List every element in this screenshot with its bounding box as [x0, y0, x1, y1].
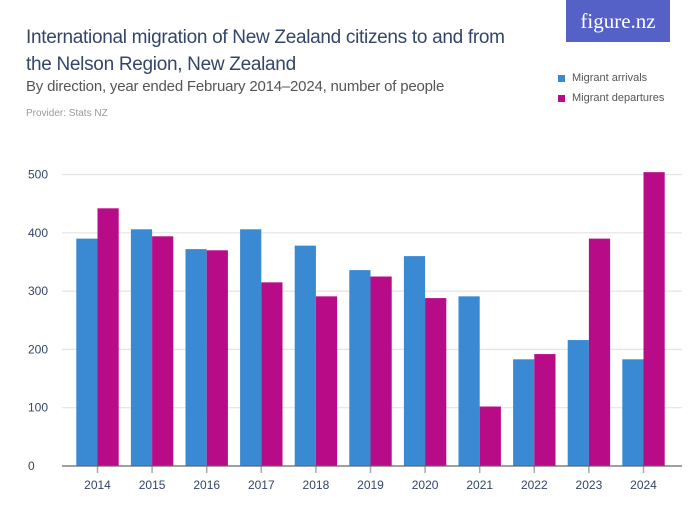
bar-departures-2018 — [315, 296, 338, 466]
x-tick-label: 2024 — [630, 478, 657, 492]
legend-swatch-departures — [558, 94, 565, 102]
provider-label: Provider: Stats NZ — [26, 108, 108, 119]
x-tick-label: 2017 — [248, 478, 275, 492]
x-tick-label: 2022 — [521, 478, 548, 492]
figure-nz-logo[interactable]: figure.nz — [566, 0, 670, 42]
x-tick-label: 2016 — [193, 478, 220, 492]
legend-label-departures: Migrant departures — [572, 92, 665, 104]
x-tick-label: 2023 — [576, 478, 603, 492]
bar-departures-2016 — [206, 250, 228, 466]
bar-arrivals-2022 — [513, 359, 535, 466]
bar-arrivals-2018 — [294, 245, 316, 466]
bar-arrivals-2015 — [130, 229, 153, 466]
x-tick-label: 2015 — [139, 478, 166, 492]
legend-item-departures: Migrant departures — [558, 88, 664, 108]
x-tick-label: 2014 — [84, 478, 111, 492]
bar-arrivals-2014 — [76, 238, 98, 466]
bar-departures-2022 — [534, 354, 556, 466]
legend-swatch-arrivals — [558, 74, 565, 82]
bar-arrivals-2017 — [240, 229, 262, 466]
y-tick-label: 400 — [28, 226, 48, 240]
bar-departures-2021 — [479, 406, 501, 466]
bar-arrivals-2019 — [349, 270, 371, 466]
bar-departures-2020 — [425, 298, 447, 466]
bar-arrivals-2024 — [622, 359, 644, 466]
bar-departures-2017 — [261, 282, 283, 466]
chart-subtitle: By direction, year ended February 2014–2… — [26, 78, 445, 95]
x-tick-label: 2020 — [412, 478, 439, 492]
bar-arrivals-2021 — [458, 296, 480, 466]
bar-departures-2024 — [643, 172, 665, 466]
y-tick-label: 200 — [28, 342, 48, 356]
bar-departures-2014 — [97, 208, 119, 466]
chart-title: International migration of New Zealand c… — [26, 27, 505, 75]
legend-label-arrivals: Migrant arrivals — [572, 72, 648, 84]
y-tick-label: 0 — [28, 459, 35, 473]
y-tick-label: 300 — [28, 284, 48, 298]
x-tick-label: 2021 — [466, 478, 493, 492]
bar-arrivals-2023 — [567, 340, 589, 466]
bar-departures-2015 — [152, 236, 174, 466]
bar-departures-2019 — [370, 276, 392, 466]
legend: Migrant arrivals Migrant departures — [558, 68, 664, 108]
x-tick-label: 2018 — [303, 478, 330, 492]
x-tick-label: 2019 — [357, 478, 384, 492]
bar-arrivals-2016 — [185, 249, 207, 466]
legend-item-arrivals: Migrant arrivals — [558, 68, 664, 88]
bar-arrivals-2020 — [403, 256, 426, 466]
y-tick-label: 100 — [28, 401, 48, 415]
bar-departures-2023 — [588, 238, 611, 466]
y-tick-label: 500 — [28, 168, 48, 182]
